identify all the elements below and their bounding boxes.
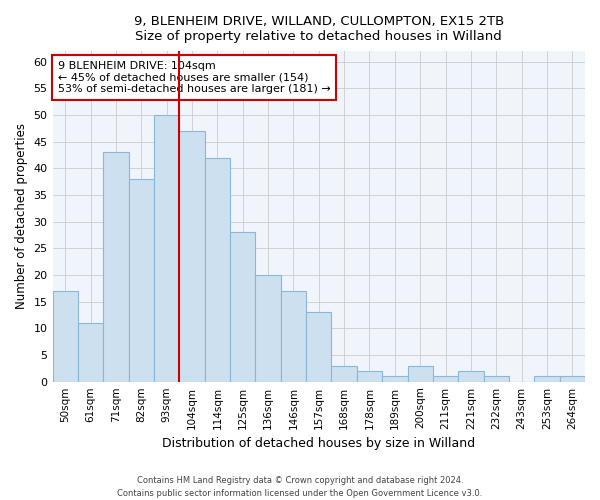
Bar [357, 371, 382, 382]
Bar [560, 376, 585, 382]
Bar [78, 323, 103, 382]
Bar [128, 179, 154, 382]
Bar [230, 232, 256, 382]
Bar [256, 275, 281, 382]
Y-axis label: Number of detached properties: Number of detached properties [15, 124, 28, 310]
Bar [484, 376, 509, 382]
Bar [179, 131, 205, 382]
Bar [534, 376, 560, 382]
Bar [53, 291, 78, 382]
Bar [205, 158, 230, 382]
Text: Contains HM Land Registry data © Crown copyright and database right 2024.
Contai: Contains HM Land Registry data © Crown c… [118, 476, 482, 498]
Bar [382, 376, 407, 382]
Bar [407, 366, 433, 382]
X-axis label: Distribution of detached houses by size in Willand: Distribution of detached houses by size … [162, 437, 475, 450]
Bar [281, 291, 306, 382]
Title: 9, BLENHEIM DRIVE, WILLAND, CULLOMPTON, EX15 2TB
Size of property relative to de: 9, BLENHEIM DRIVE, WILLAND, CULLOMPTON, … [134, 15, 504, 43]
Text: 9 BLENHEIM DRIVE: 104sqm
← 45% of detached houses are smaller (154)
53% of semi-: 9 BLENHEIM DRIVE: 104sqm ← 45% of detach… [58, 61, 331, 94]
Bar [306, 312, 331, 382]
Bar [331, 366, 357, 382]
Bar [103, 152, 128, 382]
Bar [433, 376, 458, 382]
Bar [458, 371, 484, 382]
Bar [154, 115, 179, 382]
